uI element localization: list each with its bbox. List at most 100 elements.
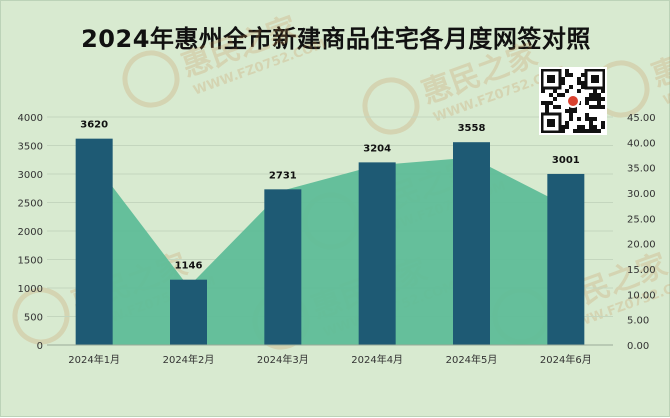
y-left-tick-label: 2000 xyxy=(18,227,43,238)
watermark-ring xyxy=(12,287,70,345)
qr-module xyxy=(593,97,597,101)
qr-module xyxy=(581,73,585,77)
qr-module xyxy=(569,117,573,121)
y-left-tick-label: 1000 xyxy=(18,284,43,295)
y-right-tick-label: 20.00 xyxy=(627,240,656,251)
qr-module xyxy=(593,93,597,97)
y-left-tick-label: 3500 xyxy=(18,142,43,153)
qr-module xyxy=(589,125,593,129)
qr-module xyxy=(585,129,589,133)
qr-module xyxy=(585,101,589,105)
qr-module xyxy=(601,89,605,93)
bar-layer: 3620 1146 2731 3204 3558 3001 xyxy=(75,120,585,345)
y-right-tick-label: 10.00 xyxy=(627,290,656,301)
qr-module xyxy=(581,129,585,133)
bar xyxy=(264,189,302,345)
y-right-tick-label: 15.00 xyxy=(627,265,656,276)
bar-data-label: 1146 xyxy=(175,261,203,272)
qr-module xyxy=(545,109,549,113)
area-layer xyxy=(94,157,566,345)
qr-module xyxy=(545,101,549,105)
qr-module xyxy=(549,93,553,97)
qr-module xyxy=(589,129,593,133)
x-tick-label: 2024年1月 xyxy=(68,353,120,366)
qr-module xyxy=(581,81,585,85)
bar-data-label: 2731 xyxy=(269,170,297,181)
y-left-tick-label: 500 xyxy=(24,313,43,324)
qr-module xyxy=(597,97,601,101)
qr-finder-core xyxy=(547,119,555,127)
qr-module xyxy=(561,81,565,85)
y-right-tick-label: 5.00 xyxy=(627,316,649,327)
area-series xyxy=(94,157,566,345)
qr-module xyxy=(597,129,601,133)
qr-module xyxy=(589,105,593,109)
qr-module xyxy=(601,125,605,129)
qr-module xyxy=(589,93,593,97)
qr-module xyxy=(577,81,581,85)
qr-center-logo xyxy=(566,94,580,108)
qr-module xyxy=(593,125,597,129)
chart-title: 2024年惠州全市新建商品住宅各月度网签对照 xyxy=(81,25,591,53)
qr-module xyxy=(585,113,589,117)
qr-finder xyxy=(584,68,606,90)
qr-module xyxy=(593,89,597,93)
qr-module xyxy=(545,105,549,109)
qr-module xyxy=(541,89,545,93)
y-right-tick-label: 45.00 xyxy=(627,113,656,124)
y-left-tick-label: 1500 xyxy=(18,256,43,267)
qr-module xyxy=(601,97,605,101)
qr-finder xyxy=(540,112,562,134)
qr-module xyxy=(565,121,569,125)
x-tick-label: 2024年5月 xyxy=(446,353,498,366)
qr-module xyxy=(589,121,593,125)
qr-module xyxy=(601,121,605,125)
y-right-tick-label: 35.00 xyxy=(627,164,656,175)
qr-module xyxy=(573,129,577,133)
qr-module xyxy=(541,101,545,105)
qr-module xyxy=(561,129,565,133)
qr-module xyxy=(569,85,573,89)
bar-data-label: 3001 xyxy=(552,155,580,166)
bar xyxy=(358,162,396,345)
qr-module xyxy=(577,117,581,121)
y-right-tick-label: 0.00 xyxy=(627,341,649,352)
qr-module xyxy=(585,117,589,121)
bar-data-label: 3620 xyxy=(80,120,108,131)
qr-module xyxy=(553,105,557,109)
qr-module xyxy=(569,113,573,117)
qr-module xyxy=(549,101,553,105)
qr-module xyxy=(565,89,569,93)
qr-module xyxy=(561,125,565,129)
qr-module xyxy=(593,117,597,121)
y-left-tick-label: 3000 xyxy=(18,170,43,181)
qr-module xyxy=(565,69,569,73)
qr-module xyxy=(553,97,557,101)
x-tick-label: 2024年6月 xyxy=(540,353,592,366)
qr-finder-core xyxy=(547,75,555,83)
qr-module xyxy=(577,89,581,93)
qr-module xyxy=(593,105,597,109)
y-right-tick-label: 25.00 xyxy=(627,214,656,225)
qr-module xyxy=(597,105,601,109)
qr-module xyxy=(593,129,597,133)
y-left-tick-label: 4000 xyxy=(18,113,43,124)
qr-module xyxy=(569,73,573,77)
y-left-tick-label: 2500 xyxy=(18,199,43,210)
bar xyxy=(75,138,113,345)
y-right-tick-label: 30.00 xyxy=(627,189,656,200)
qr-finder-core xyxy=(591,75,599,83)
qr-module xyxy=(557,93,561,97)
bar xyxy=(547,173,585,345)
qr-module xyxy=(577,77,581,81)
qr-code-image xyxy=(539,67,607,135)
qr-module xyxy=(569,109,573,113)
qr-module xyxy=(561,93,565,97)
qr-module xyxy=(557,105,561,109)
x-tick-label: 2024年3月 xyxy=(257,353,309,366)
qr-module xyxy=(565,109,569,113)
x-tick-label: 2024年4月 xyxy=(351,353,403,366)
qr-module xyxy=(577,129,581,133)
y-left-tick-label: 0 xyxy=(37,341,43,352)
